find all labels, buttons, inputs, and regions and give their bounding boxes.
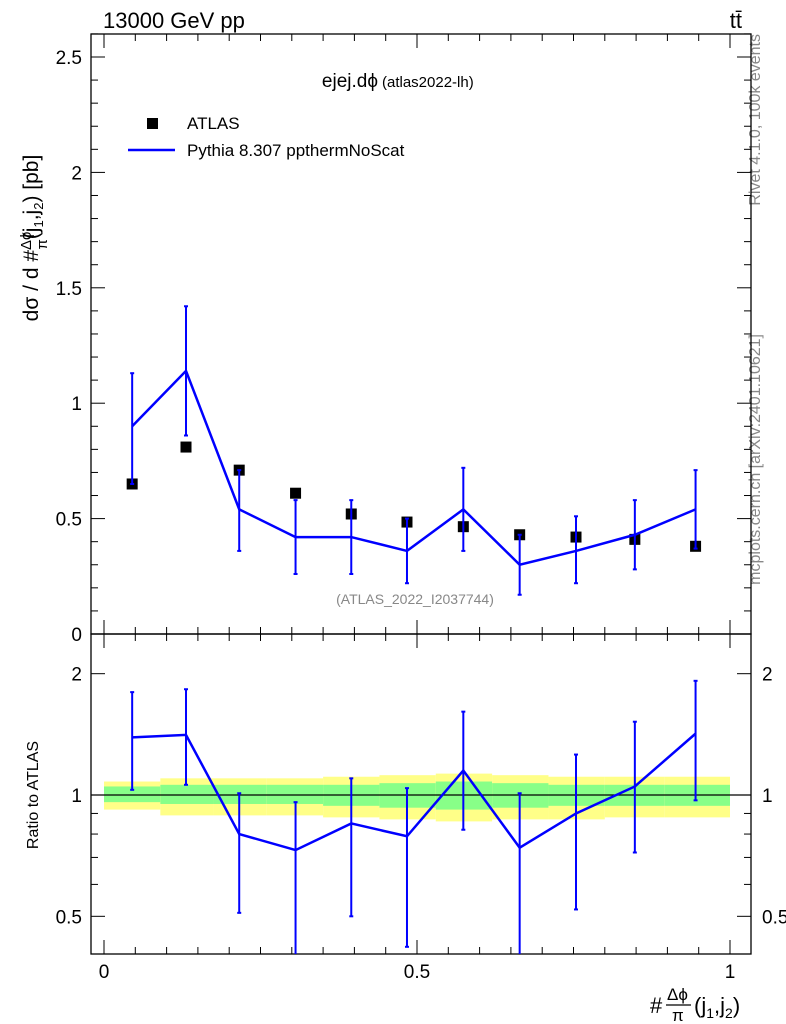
svg-text:#: #: [650, 993, 663, 1018]
legend-atlas-label: ATLAS: [187, 114, 240, 133]
ratio-y-tick-label-right: 0.5: [762, 907, 786, 928]
analysis-watermark: (ATLAS_2022_I2037744): [336, 591, 494, 607]
legend: ATLAS Pythia 8.307 ppthermNoScat: [128, 114, 405, 160]
atlas-point: [180, 441, 192, 453]
mcplots-label: mcplots.cern.ch [arXiv:2401.10621]: [747, 334, 764, 585]
pythia-line: [131, 368, 697, 567]
svg-text:dσ / d #Δϕπ(j1,j2) [pb]: dσ / d #Δϕπ(j1,j2) [pb]: [18, 155, 51, 322]
green-band: [266, 784, 324, 804]
energy-label: 13000 GeV pp: [103, 8, 245, 33]
green-band: [160, 784, 214, 804]
process-label: tt̄: [730, 8, 742, 33]
ratio-series: [130, 679, 698, 954]
ratio-frame: [90, 633, 752, 955]
main-ylabel: dσ / d #Δϕπ(j1,j2) [pb]: [18, 155, 51, 322]
y-tick-label: 1.5: [56, 279, 82, 300]
ratio-y-tick-label: 2: [71, 665, 82, 686]
atlas-point: [290, 487, 302, 499]
y-tick-label: 0: [71, 625, 82, 646]
svg-text:(j1,j2): (j1,j2): [694, 993, 740, 1021]
y-tick-label: 0.5: [56, 510, 82, 531]
chart-subtitle: (atlas2022-lh): [382, 74, 474, 91]
ratio-ylabel: Ratio to ATLAS: [25, 741, 42, 849]
y-tick-label: 1: [71, 394, 82, 415]
svg-text:π: π: [672, 1006, 684, 1024]
ratio-y-tick-label: 1: [71, 786, 82, 807]
green-band: [104, 786, 161, 803]
ratio-y-tick-label-right: 2: [762, 665, 773, 686]
ratio-axes: 0 0.5 1 0.5 0.5 1 1 2 2: [56, 633, 786, 983]
xlabel: # Δϕ π (j1,j2): [650, 985, 740, 1024]
chart-title: ejej.dϕ: [322, 71, 378, 92]
legend-pythia-label: Pythia 8.307 ppthermNoScat: [187, 141, 405, 160]
main-series: [126, 305, 702, 596]
ratio-uncertainty-bands: [91, 773, 751, 822]
x-tick-label: 0.5: [404, 962, 430, 983]
y-tick-label: 2: [71, 163, 82, 184]
ratio-y-tick-label-right: 1: [762, 786, 773, 807]
x-tick-label: 0: [99, 962, 110, 983]
ratio-y-tick-label: 0.5: [56, 907, 82, 928]
y-tick-label: 2.5: [56, 48, 82, 69]
x-tick-label: 1: [725, 962, 736, 983]
svg-text:Δϕ: Δϕ: [667, 985, 688, 1004]
rivet-version-label: Rivet 4.1.0, 100k events: [747, 34, 764, 206]
legend-atlas-marker: [147, 118, 158, 129]
